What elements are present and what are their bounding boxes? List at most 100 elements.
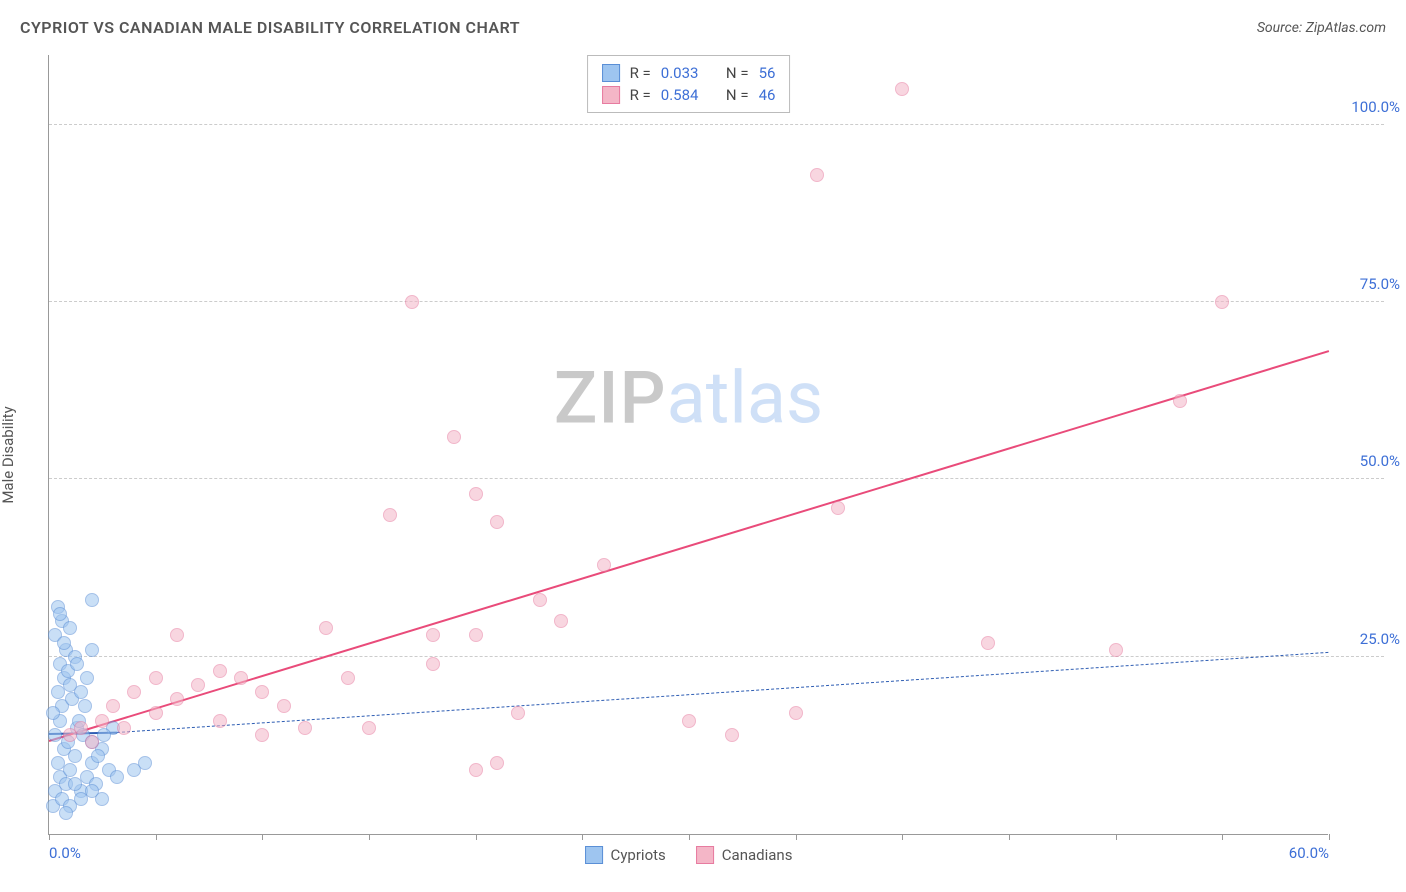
xtick bbox=[262, 834, 263, 840]
data-point bbox=[68, 749, 82, 763]
data-point bbox=[597, 558, 611, 572]
data-point bbox=[1215, 295, 1229, 309]
data-point bbox=[426, 657, 440, 671]
data-point bbox=[511, 706, 525, 720]
data-point bbox=[490, 515, 504, 529]
data-point bbox=[533, 593, 547, 607]
xtick-label: 60.0% bbox=[1289, 844, 1329, 862]
data-point bbox=[46, 706, 60, 720]
data-point bbox=[117, 721, 131, 735]
xtick bbox=[156, 834, 157, 840]
plot-area: ZIPatlas R = 0.033 N = 56 R = 0.584 N = … bbox=[48, 55, 1328, 835]
xtick bbox=[689, 834, 690, 840]
r-value-cypriots: 0.033 bbox=[661, 64, 699, 82]
swatch-canadians bbox=[602, 86, 620, 104]
data-point bbox=[1109, 643, 1123, 657]
xtick bbox=[1222, 834, 1223, 840]
data-point bbox=[831, 501, 845, 515]
stats-legend-box: R = 0.033 N = 56 R = 0.584 N = 46 bbox=[587, 55, 791, 113]
data-point bbox=[213, 714, 227, 728]
n-value-cypriots: 56 bbox=[759, 64, 776, 82]
gridline-h bbox=[49, 124, 1384, 125]
data-point bbox=[51, 685, 65, 699]
gridline-h bbox=[49, 478, 1384, 479]
xtick bbox=[796, 834, 797, 840]
data-point bbox=[149, 706, 163, 720]
bottom-legend: Cypriots Canadians bbox=[585, 846, 793, 864]
data-point bbox=[469, 628, 483, 642]
data-point bbox=[789, 706, 803, 720]
legend-label-canadians: Canadians bbox=[722, 846, 793, 864]
data-point bbox=[149, 671, 163, 685]
data-point bbox=[85, 643, 99, 657]
data-point bbox=[53, 607, 67, 621]
data-point bbox=[63, 763, 77, 777]
data-point bbox=[70, 657, 84, 671]
xtick bbox=[369, 834, 370, 840]
data-point bbox=[981, 636, 995, 650]
data-point bbox=[91, 749, 105, 763]
y-axis-label: Male Disability bbox=[0, 406, 17, 503]
data-point bbox=[490, 756, 504, 770]
source-attribution: Source: ZipAtlas.com bbox=[1257, 20, 1386, 36]
stats-row-canadians: R = 0.584 N = 46 bbox=[602, 84, 776, 106]
legend-swatch-canadians bbox=[696, 846, 714, 864]
data-point bbox=[341, 671, 355, 685]
data-point bbox=[213, 664, 227, 678]
data-point bbox=[810, 168, 824, 182]
n-value-canadians: 46 bbox=[759, 86, 776, 104]
data-point bbox=[74, 721, 88, 735]
data-point bbox=[191, 678, 205, 692]
data-point bbox=[319, 621, 333, 635]
data-point bbox=[106, 699, 120, 713]
data-point bbox=[127, 685, 141, 699]
watermark: ZIPatlas bbox=[554, 355, 823, 440]
legend-swatch-cypriots bbox=[585, 846, 603, 864]
xtick bbox=[1329, 834, 1330, 840]
data-point bbox=[85, 593, 99, 607]
data-point bbox=[895, 82, 909, 96]
data-point bbox=[80, 671, 94, 685]
ytick-label: 75.0% bbox=[1360, 275, 1400, 293]
data-point bbox=[95, 792, 109, 806]
data-point bbox=[95, 714, 109, 728]
data-point bbox=[277, 699, 291, 713]
data-point bbox=[48, 728, 62, 742]
data-point bbox=[469, 763, 483, 777]
data-point bbox=[51, 756, 65, 770]
data-point bbox=[57, 636, 71, 650]
legend-item-canadians: Canadians bbox=[696, 846, 793, 864]
r-value-canadians: 0.584 bbox=[661, 86, 699, 104]
data-point bbox=[405, 295, 419, 309]
data-point bbox=[63, 621, 77, 635]
data-point bbox=[97, 728, 111, 742]
legend-item-cypriots: Cypriots bbox=[585, 846, 666, 864]
data-point bbox=[362, 721, 376, 735]
xtick bbox=[1116, 834, 1117, 840]
xtick bbox=[476, 834, 477, 840]
data-point bbox=[725, 728, 739, 742]
data-point bbox=[1173, 394, 1187, 408]
data-point bbox=[469, 487, 483, 501]
data-point bbox=[298, 721, 312, 735]
chart-title: CYPRIOT VS CANADIAN MALE DISABILITY CORR… bbox=[20, 18, 520, 37]
ytick-label: 50.0% bbox=[1360, 452, 1400, 470]
data-point bbox=[170, 628, 184, 642]
data-point bbox=[74, 685, 88, 699]
data-point bbox=[59, 806, 73, 820]
data-point bbox=[234, 671, 248, 685]
xtick bbox=[582, 834, 583, 840]
swatch-cypriots bbox=[602, 64, 620, 82]
data-point bbox=[110, 770, 124, 784]
data-point bbox=[78, 699, 92, 713]
gridline-h bbox=[49, 301, 1384, 302]
data-point bbox=[426, 628, 440, 642]
ytick-label: 25.0% bbox=[1360, 630, 1400, 648]
gridline-h bbox=[49, 656, 1384, 657]
data-point bbox=[170, 692, 184, 706]
data-point bbox=[554, 614, 568, 628]
data-point bbox=[682, 714, 696, 728]
data-point bbox=[255, 728, 269, 742]
legend-label-cypriots: Cypriots bbox=[611, 846, 666, 864]
xtick bbox=[49, 834, 50, 840]
